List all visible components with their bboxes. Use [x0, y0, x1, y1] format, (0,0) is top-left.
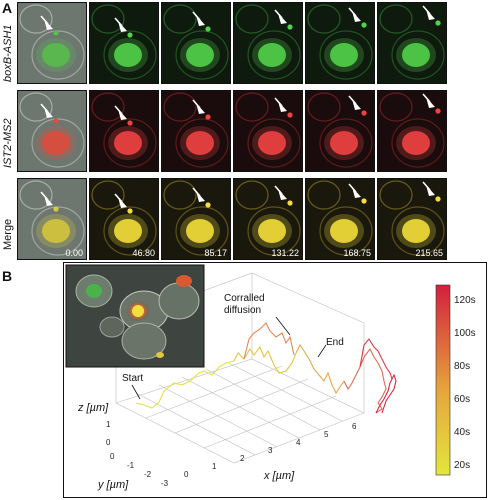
timestamp-label: 0.00: [65, 248, 83, 258]
x-tick-3: 3: [268, 446, 273, 455]
corralled-diffusion-line-2: diffusion: [224, 305, 261, 316]
timestamp-label: 46.80: [132, 248, 155, 258]
micrograph-tile: [161, 90, 231, 172]
micrograph-tile: [377, 2, 447, 84]
colorbar-gradient: [435, 284, 451, 476]
timestamp-label: 168.75: [343, 248, 371, 258]
row-label-ist2-ms2: IST2-MS2: [2, 118, 14, 168]
colorbar-tick-40s: 40s: [454, 427, 470, 438]
x-tick-0: 0: [184, 470, 189, 479]
micrograph-tile: [89, 90, 159, 172]
micrograph-tile: [305, 90, 375, 172]
z-axis-label: z [µm]: [77, 402, 109, 414]
timestamp-label: 131.22: [271, 248, 299, 258]
timestamp-label: 85.17: [204, 248, 227, 258]
micrograph-tile: 215.65: [377, 178, 447, 260]
y-tick-3: -3: [161, 479, 169, 488]
micrograph-tile: 168.75: [305, 178, 375, 260]
micrograph-tile: [233, 90, 303, 172]
x-tick-4: 4: [296, 438, 301, 447]
row-label-boxb-ash1: boxB-ASH1: [2, 24, 14, 82]
colorbar-tick-60s: 60s: [454, 394, 470, 405]
x-tick-6: 6: [352, 422, 357, 431]
colorbar-tick-100s: 100s: [454, 328, 476, 339]
colorbar: 120s 100s 80s 60s 40s 20s: [435, 284, 476, 476]
micrograph-tile: [161, 2, 231, 84]
y-tick-1: -1: [127, 461, 135, 470]
end-annotation: End: [326, 337, 344, 348]
axis-ticks: z [µm] 1 0 0 -1 -2 -3 y [µm] 0 1 2 3 4 5…: [77, 402, 357, 491]
panel-b-letter: B: [2, 268, 13, 284]
micrograph-tile: 131.22: [233, 178, 303, 260]
micrograph-tile: 46.80: [89, 178, 159, 260]
colorbar-tick-120s: 120s: [454, 295, 476, 306]
timestamp-label: 215.65: [415, 248, 443, 258]
micrograph-tile: [377, 90, 447, 172]
x-tick-1: 1: [212, 462, 217, 471]
inset-micrograph: [65, 264, 205, 368]
trajectory-path: [135, 322, 397, 414]
start-annotation: Start: [122, 373, 143, 384]
annotations: Start End Corralled diffusion: [122, 293, 344, 400]
micrograph-tile: 0.00: [17, 178, 87, 260]
y-tick-2: -2: [144, 470, 152, 479]
micrograph-tile: [89, 2, 159, 84]
colorbar-tick-80s: 80s: [454, 361, 470, 372]
row-label-merge: Merge: [2, 218, 14, 250]
micrograph-tile: [17, 90, 87, 172]
trajectory-plot: Start End Corralled diffusion z [µm] 1 0…: [65, 264, 476, 491]
x-tick-5: 5: [324, 430, 329, 439]
micrograph-tile: [305, 2, 375, 84]
x-tick-2: 2: [240, 454, 245, 463]
x-axis-label: x [µm]: [263, 470, 295, 482]
panel-b-trajectory-figure: Start End Corralled diffusion z [µm] 1 0…: [63, 262, 487, 498]
micrograph-tile: 85.17: [161, 178, 231, 260]
panel-a-letter: A: [2, 0, 13, 16]
corralled-diffusion-line-1: Corralled: [224, 293, 265, 304]
y-tick-0: 0: [110, 452, 115, 461]
y-axis-label: y [µm]: [97, 479, 129, 491]
z-tick-0: 0: [106, 438, 111, 447]
colorbar-tick-20s: 20s: [454, 460, 470, 471]
z-tick-1: 1: [106, 420, 111, 429]
micrograph-tile: [17, 2, 87, 84]
micrograph-tile: [233, 2, 303, 84]
